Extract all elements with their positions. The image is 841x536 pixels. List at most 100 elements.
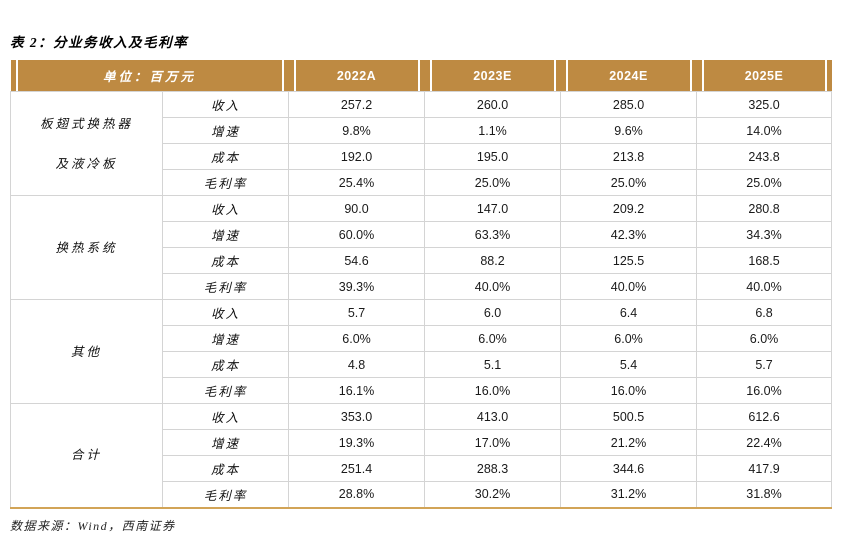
header-row: 单位：百万元 2022A 2023E 2024E 2025E (10, 60, 832, 92)
table-row: 增速 19.3% 17.0% 21.2% 22.4% (11, 429, 833, 456)
value-cell: 16.0% (424, 377, 562, 404)
value-cell: 195.0 (424, 143, 562, 170)
metric-label: 毛利率 (161, 273, 290, 300)
table-row: 成本 251.4 288.3 344.6 417.9 (11, 455, 833, 482)
metric-label: 成本 (161, 247, 290, 274)
value-cell: 243.8 (696, 143, 833, 170)
table-row: 增速 6.0% 6.0% 6.0% 6.0% (11, 325, 833, 352)
metric-label: 毛利率 (161, 481, 290, 508)
group-name-line: 换热系统 (55, 240, 118, 255)
value-cell: 500.5 (560, 403, 698, 430)
metric-label: 收入 (161, 91, 290, 118)
value-cell: 344.6 (560, 455, 698, 482)
value-cell: 25.0% (696, 169, 833, 196)
value-cell: 251.4 (288, 455, 426, 482)
group-name-line: 及液冷板 (55, 156, 118, 171)
value-cell: 168.5 (696, 247, 833, 274)
value-cell: 5.1 (424, 351, 562, 378)
value-cell: 54.6 (288, 247, 426, 274)
metric-label: 毛利率 (161, 377, 290, 404)
value-cell: 90.0 (288, 195, 426, 222)
value-cell: 16.0% (560, 377, 698, 404)
value-cell: 40.0% (696, 273, 833, 300)
table-row: 成本 54.6 88.2 125.5 168.5 (11, 247, 833, 274)
value-cell: 285.0 (560, 91, 698, 118)
value-cell: 260.0 (424, 91, 562, 118)
value-cell: 257.2 (288, 91, 426, 118)
table-row: 合计 收入 353.0 413.0 500.5 612.6 (10, 403, 833, 508)
value-cell: 213.8 (560, 143, 698, 170)
table-row: 其他 收入 5.7 6.0 6.4 6.8 (10, 299, 833, 404)
group-name-plate-fin: 板翅式换热器 及液冷板 (10, 91, 163, 196)
value-cell: 31.2% (560, 481, 698, 508)
data-source-note: 数据来源：Wind，西南证券 (10, 518, 176, 533)
table-row: 换热系统 收入 90.0 147.0 209.2 280.8 (10, 195, 833, 300)
value-cell: 19.3% (288, 429, 426, 456)
value-cell: 353.0 (288, 403, 426, 430)
value-cell: 5.7 (696, 351, 833, 378)
value-cell: 63.3% (424, 221, 562, 248)
value-cell: 16.0% (696, 377, 833, 404)
value-cell: 125.5 (560, 247, 698, 274)
report-page: 表 2：分业务收入及毛利率 单位：百万元 2022A 2023E (10, 0, 833, 534)
value-cell: 21.2% (560, 429, 698, 456)
unit-header-label: 单位：百万元 (15, 60, 284, 91)
value-cell: 28.8% (288, 481, 426, 508)
table-row: 毛利率 25.4% 25.0% 25.0% 25.0% (11, 169, 833, 196)
value-cell: 40.0% (560, 273, 698, 300)
value-cell: 16.1% (288, 377, 426, 404)
value-cell: 288.3 (424, 455, 562, 482)
group-name-total: 合计 (10, 403, 163, 508)
value-cell: 280.8 (696, 195, 833, 222)
value-cell: 31.8% (696, 481, 833, 508)
value-cell: 325.0 (696, 91, 833, 118)
metric-label: 收入 (161, 195, 290, 222)
value-cell: 5.7 (288, 299, 426, 326)
table-row: 成本 192.0 195.0 213.8 243.8 (11, 143, 833, 170)
value-cell: 6.0 (424, 299, 562, 326)
metric-label: 毛利率 (161, 169, 290, 196)
year-header-2022a: 2022A (288, 60, 425, 92)
metric-label: 成本 (161, 351, 290, 378)
year-header-2025e: 2025E (696, 60, 832, 92)
table-row: 板翅式换热器 及液冷板 收入 257.2 260.0 285.0 325.0 (10, 91, 833, 196)
year-header-2023e: 2023E (424, 60, 561, 92)
metric-label: 增速 (161, 429, 290, 456)
metric-label: 成本 (161, 143, 290, 170)
value-cell: 192.0 (288, 143, 426, 170)
value-cell: 88.2 (424, 247, 562, 274)
metric-label: 收入 (161, 403, 290, 430)
table-row: 毛利率 39.3% 40.0% 40.0% 40.0% (11, 273, 833, 300)
value-cell: 417.9 (696, 455, 833, 482)
value-cell: 5.4 (560, 351, 698, 378)
value-cell: 4.8 (288, 351, 426, 378)
table-row: 增速 60.0% 63.3% 42.3% 34.3% (11, 221, 833, 248)
group-name-line: 合计 (70, 448, 102, 463)
unit-header-cell: 单位：百万元 (10, 60, 289, 92)
year-header-2024e: 2024E (560, 60, 697, 92)
value-cell: 17.0% (424, 429, 562, 456)
value-cell: 147.0 (424, 195, 562, 222)
table-row: 成本 4.8 5.1 5.4 5.7 (11, 351, 833, 378)
value-cell: 6.8 (696, 299, 833, 326)
year-header-label: 2022A (293, 60, 420, 91)
value-cell: 22.4% (696, 429, 833, 456)
table-body: 板翅式换热器 及液冷板 收入 257.2 260.0 285.0 325.0 增… (10, 91, 833, 508)
metric-label: 增速 (161, 221, 290, 248)
value-cell: 34.3% (696, 221, 833, 248)
value-cell: 413.0 (424, 403, 562, 430)
group-name-heat-exchange-system: 换热系统 (10, 195, 163, 300)
value-cell: 209.2 (560, 195, 698, 222)
value-cell: 6.0% (424, 325, 562, 352)
value-cell: 6.0% (288, 325, 426, 352)
value-cell: 60.0% (288, 221, 426, 248)
value-cell: 14.0% (696, 117, 833, 144)
metric-label: 收入 (161, 299, 290, 326)
table-row: 毛利率 28.8% 30.2% 31.2% 31.8% (11, 481, 833, 508)
value-cell: 39.3% (288, 273, 426, 300)
year-header-label: 2024E (565, 60, 692, 91)
group-name-line: 其他 (70, 344, 102, 359)
value-cell: 612.6 (696, 403, 833, 430)
value-cell: 25.0% (424, 169, 562, 196)
metric-label: 成本 (161, 455, 290, 482)
